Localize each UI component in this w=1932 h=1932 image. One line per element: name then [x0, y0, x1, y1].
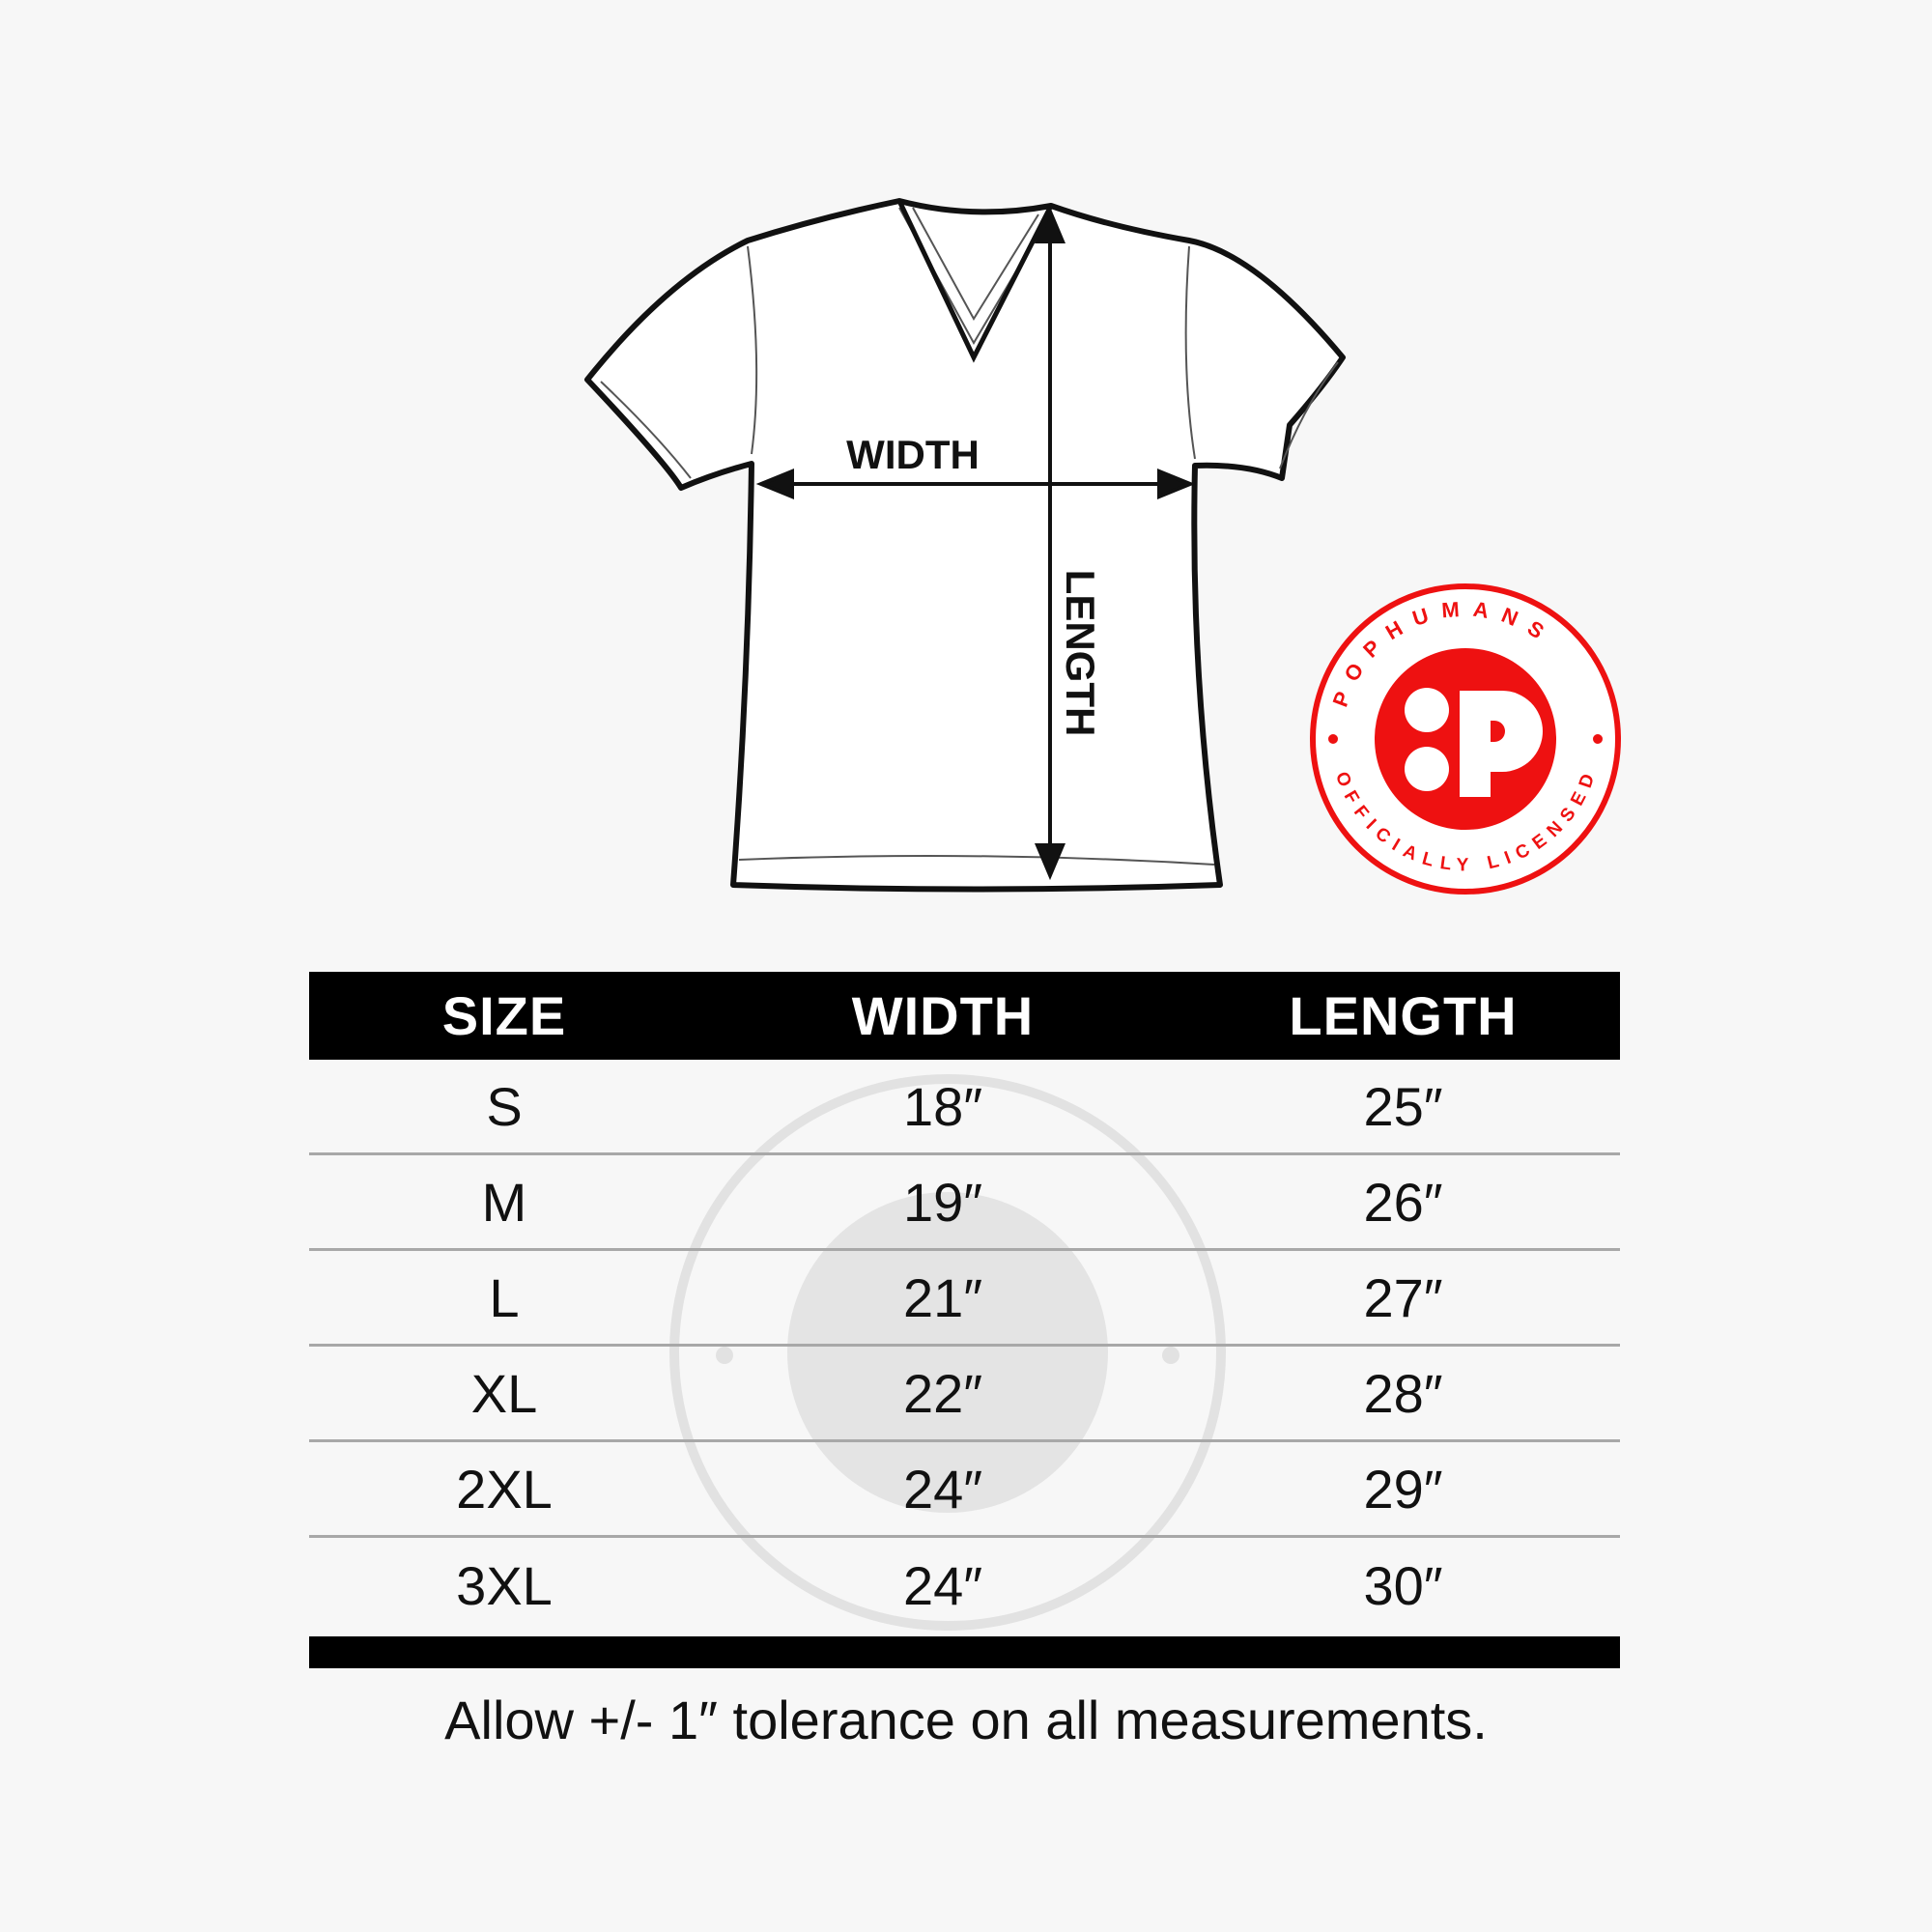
tshirt-outline	[584, 198, 1346, 893]
cell-length: 26″	[1363, 1171, 1443, 1233]
length-arrow	[1034, 206, 1066, 881]
table-header: SIZE WIDTH LENGTH	[309, 972, 1620, 1060]
table-row: XL 22″ 28″	[309, 1347, 1620, 1442]
table-bottom-bar	[309, 1636, 1620, 1668]
table-row: 2XL 24″ 29″	[309, 1442, 1620, 1538]
table-row: S 18″ 25″	[309, 1060, 1620, 1155]
cell-width: 19″	[902, 1171, 983, 1233]
tshirt-diagram: WIDTH LENGTH	[584, 198, 1346, 893]
size-chart-table: SIZE WIDTH LENGTH S 18″ 25″ M 19″ 26″ L 21″ 27…	[309, 972, 1620, 1634]
cell-width: 18″	[902, 1075, 983, 1137]
cell-width: 24″	[902, 1555, 983, 1616]
width-arrow	[755, 469, 1196, 499]
cell-size: 3XL	[456, 1555, 553, 1616]
cell-size: L	[489, 1266, 520, 1328]
cell-size: M	[481, 1171, 527, 1233]
cell-length: 30″	[1363, 1555, 1443, 1616]
cell-length: 29″	[1363, 1458, 1443, 1520]
tolerance-note: Allow +/- 1″ tolerance on all measuremen…	[444, 1690, 1488, 1750]
width-label: WIDTH	[846, 432, 980, 477]
cell-size: 2XL	[456, 1458, 553, 1520]
header-size: SIZE	[441, 985, 567, 1046]
cell-width: 22″	[902, 1362, 983, 1424]
cell-width: 24″	[902, 1458, 983, 1520]
cell-size: S	[486, 1075, 523, 1137]
officially-licensed-badge: POPHUMANS OFFICIALLY LICENSED	[1310, 583, 1621, 895]
cell-size: XL	[470, 1362, 538, 1424]
cell-length: 25″	[1363, 1075, 1443, 1137]
cell-length: 28″	[1363, 1362, 1443, 1424]
table-row: 3XL 24″ 30″	[309, 1538, 1620, 1634]
header-width: WIDTH	[851, 985, 1035, 1046]
table-row: L 21″ 27″	[309, 1251, 1620, 1347]
cell-length: 27″	[1363, 1266, 1443, 1328]
length-label: LENGTH	[1058, 570, 1103, 737]
header-length: LENGTH	[1289, 985, 1518, 1046]
cell-width: 21″	[902, 1266, 983, 1328]
table-row: M 19″ 26″	[309, 1155, 1620, 1251]
